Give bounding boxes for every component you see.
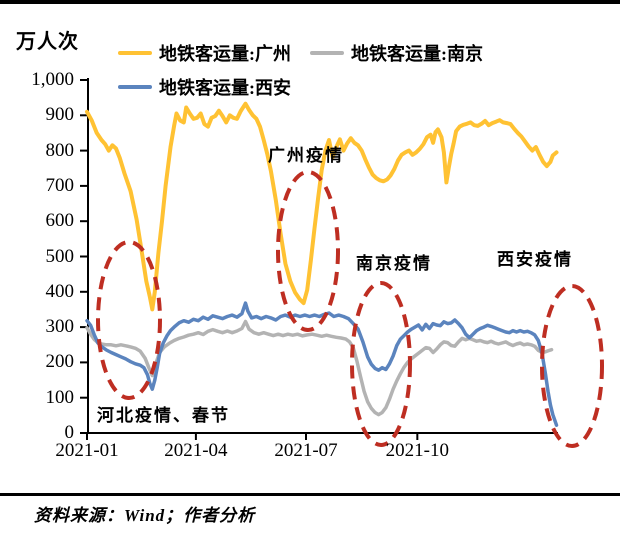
y-tick-label: 100 — [45, 386, 75, 408]
y-tick-label: 200 — [45, 351, 75, 373]
event-ellipse — [96, 240, 162, 400]
x-tick-label: 2021-10 — [385, 440, 449, 461]
legend-swatch-guangzhou — [118, 50, 152, 56]
x-tick-label: 2021-04 — [164, 440, 228, 461]
event-annotation-label: 西安疫情 — [497, 250, 573, 269]
source-divider-line — [0, 493, 620, 496]
series-line-guangzhou — [85, 101, 559, 312]
legend-label: 地铁客运量:西安 — [159, 78, 291, 98]
event-ellipse — [276, 170, 340, 332]
source-note: 资料来源：Wind；作者分析 — [34, 506, 256, 525]
legend-item-guangzhou: 地铁客运量:广州 — [118, 42, 291, 64]
y-tick-label: 800 — [45, 139, 75, 161]
x-tick-label: 2021-01 — [55, 440, 119, 461]
legend-label: 地铁客运量:广州 — [159, 44, 291, 64]
legend-label: 地铁客运量:南京 — [351, 44, 483, 64]
series-line-xian — [85, 301, 559, 427]
y-tick-label: 400 — [45, 280, 75, 302]
event-annotation-label: 南京疫情 — [356, 254, 432, 273]
event-ellipse — [540, 284, 604, 448]
legend-item-xian: 地铁客运量:西安 — [118, 76, 291, 98]
y-tick-label: 900 — [45, 104, 75, 126]
y-tick-label: 700 — [45, 174, 75, 196]
y-axis-unit-label: 万人次 — [16, 31, 79, 53]
x-tick-label: 2021-07 — [274, 440, 338, 461]
legend-item-nanjing: 地铁客运量:南京 — [310, 42, 483, 64]
y-tick-label: 1,000 — [31, 69, 74, 90]
event-annotation-label: 河北疫情、春节 — [97, 406, 230, 425]
event-annotation-label: 广州疫情 — [268, 146, 344, 165]
y-tick-label: 600 — [45, 210, 75, 232]
legend-swatch-xian — [118, 84, 152, 90]
series-line-nanjing — [85, 319, 554, 417]
event-ellipse — [350, 281, 412, 447]
y-tick-label: 300 — [45, 316, 75, 338]
y-tick-label: 500 — [45, 245, 75, 267]
legend-swatch-nanjing — [310, 50, 344, 56]
y-tick-label: 0 — [64, 422, 75, 443]
chart-canvas — [80, 78, 604, 448]
top-border-bar — [0, 0, 620, 4]
